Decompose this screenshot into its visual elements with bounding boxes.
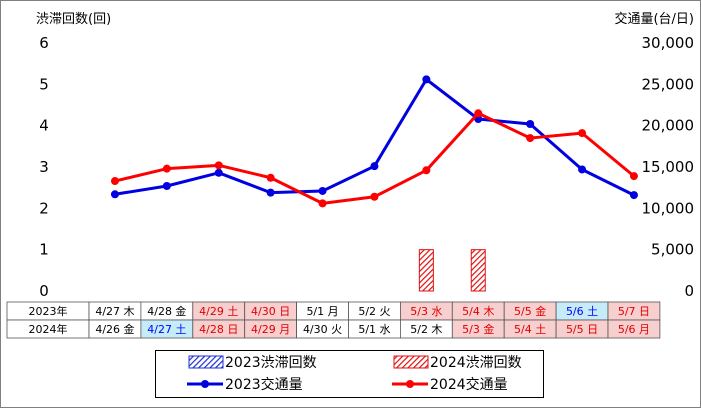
legend-label-2023-congestion: 2023渋滞回数 xyxy=(225,355,317,371)
date-label-2024-8: 5/4 土 xyxy=(514,323,546,336)
point-2023交通量-6 xyxy=(422,75,431,84)
legend-swatch-2024-congestion xyxy=(393,355,429,369)
date-label-2023-9: 5/6 土 xyxy=(566,305,598,318)
date-label-2024-10: 5/6 月 xyxy=(618,323,650,336)
date-label-2023-5: 5/2 火 xyxy=(358,305,390,318)
y-left-tick-label: 1 xyxy=(39,241,49,259)
legend-marker-2024-traffic xyxy=(406,380,414,388)
bars xyxy=(418,249,486,292)
date-table: 2023年 4/27 木 4/28 金 4/29 土 4/30 日 5/1 月 5/2 火 5… xyxy=(6,301,661,339)
y-right-tick-label: 10,000 xyxy=(642,199,695,217)
date-label-2024-2: 4/28 日 xyxy=(199,323,238,336)
point-2023交通量-9 xyxy=(578,165,587,174)
date-label-2023-8: 5/5 金 xyxy=(514,304,546,318)
date-label-2024-5: 5/1 水 xyxy=(358,323,390,336)
point-2024交通量-4 xyxy=(318,199,327,208)
line-2024交通量 xyxy=(114,111,635,205)
bar-2024渋滞回数-7 xyxy=(470,249,486,292)
point-2024交通量-10 xyxy=(629,172,638,181)
point-2023交通量-3 xyxy=(266,188,275,197)
y-right-tick-label: 20,000 xyxy=(642,117,695,135)
bar-2024渋滞回数-6 xyxy=(418,249,434,292)
y-left-tick-label: 4 xyxy=(39,117,49,135)
point-2023交通量-2 xyxy=(214,168,223,177)
row-label-2024: 2024年 xyxy=(29,322,68,336)
date-label-2023-4: 5/1 月 xyxy=(306,305,338,318)
legend-swatch-2023-congestion xyxy=(188,355,224,369)
point-2024交通量-3 xyxy=(266,173,275,182)
y-right-tick-label: 5,000 xyxy=(651,241,694,259)
y-right-tick-label: 0 xyxy=(684,282,694,300)
point-2023交通量-10 xyxy=(629,191,638,200)
point-2024交通量-5 xyxy=(370,192,379,201)
legend-marker-2023-traffic xyxy=(201,380,209,388)
date-label-2023-7: 5/4 木 xyxy=(462,305,494,318)
point-2024交通量-0 xyxy=(110,177,119,186)
date-label-2024-0: 4/26 金 xyxy=(95,322,134,336)
date-label-2024-9: 5/5 日 xyxy=(566,323,598,336)
legend-label-2023-traffic: 2023交通量 xyxy=(225,376,303,393)
date-label-2023-2: 4/29 土 xyxy=(199,305,238,318)
point-2023交通量-4 xyxy=(318,186,327,195)
y-left-tick-label: 0 xyxy=(39,282,49,300)
y-left-axis-title: 渋滞回数(回) xyxy=(36,12,111,27)
date-label-2023-10: 5/7 日 xyxy=(618,305,650,318)
line-2023交通量 xyxy=(114,77,635,197)
y-left-tick-label: 6 xyxy=(39,34,49,52)
point-2024交通量-9 xyxy=(578,129,587,138)
y-right-axis-title: 交通量(台/日) xyxy=(614,11,694,27)
point-2024交通量-8 xyxy=(526,134,535,143)
legend-label-2024-traffic: 2024交通量 xyxy=(430,376,508,393)
point-2024交通量-6 xyxy=(422,166,431,175)
point-2024交通量-2 xyxy=(214,161,223,170)
date-label-2024-1: 4/27 土 xyxy=(147,323,186,336)
date-label-2023-6: 5/3 水 xyxy=(410,305,442,318)
point-2023交通量-0 xyxy=(110,190,119,199)
y-right-tick-label: 15,000 xyxy=(642,158,695,176)
y-left-tick-label: 3 xyxy=(39,158,49,176)
lines xyxy=(110,75,638,208)
date-label-2024-4: 4/30 火 xyxy=(303,323,342,336)
point-2024交通量-7 xyxy=(474,109,483,118)
point-2023交通量-8 xyxy=(526,120,535,129)
point-2023交通量-5 xyxy=(370,162,379,171)
date-label-2024-3: 4/29 月 xyxy=(251,323,290,336)
y-right-tick-label: 30,000 xyxy=(642,34,695,52)
y-right-tick-label: 25,000 xyxy=(642,75,695,93)
date-label-2024-6: 5/2 木 xyxy=(410,323,442,336)
date-label-2023-1: 4/28 金 xyxy=(147,304,186,318)
date-label-2023-0: 4/27 木 xyxy=(95,305,134,318)
y-left-tick-label: 2 xyxy=(39,199,49,217)
date-cell-2024-10 xyxy=(607,319,661,339)
y-right-ticks: 0 5,000 10,000 15,000 20,000 25,000 30,000 xyxy=(642,34,695,300)
point-2024交通量-1 xyxy=(162,164,171,173)
y-left-tick-label: 5 xyxy=(39,75,49,93)
date-label-2023-3: 4/30 日 xyxy=(251,305,290,318)
row-label-2023: 2023年 xyxy=(29,304,68,318)
y-left-ticks: 0 1 2 3 4 5 6 xyxy=(39,34,49,300)
legend: 2023渋滞回数 2024渋滞回数 2023交通量 2024交通量 xyxy=(155,350,544,398)
point-2023交通量-1 xyxy=(162,182,171,191)
date-label-2024-7: 5/3 金 xyxy=(462,322,494,336)
legend-label-2024-congestion: 2024渋滞回数 xyxy=(430,355,522,371)
